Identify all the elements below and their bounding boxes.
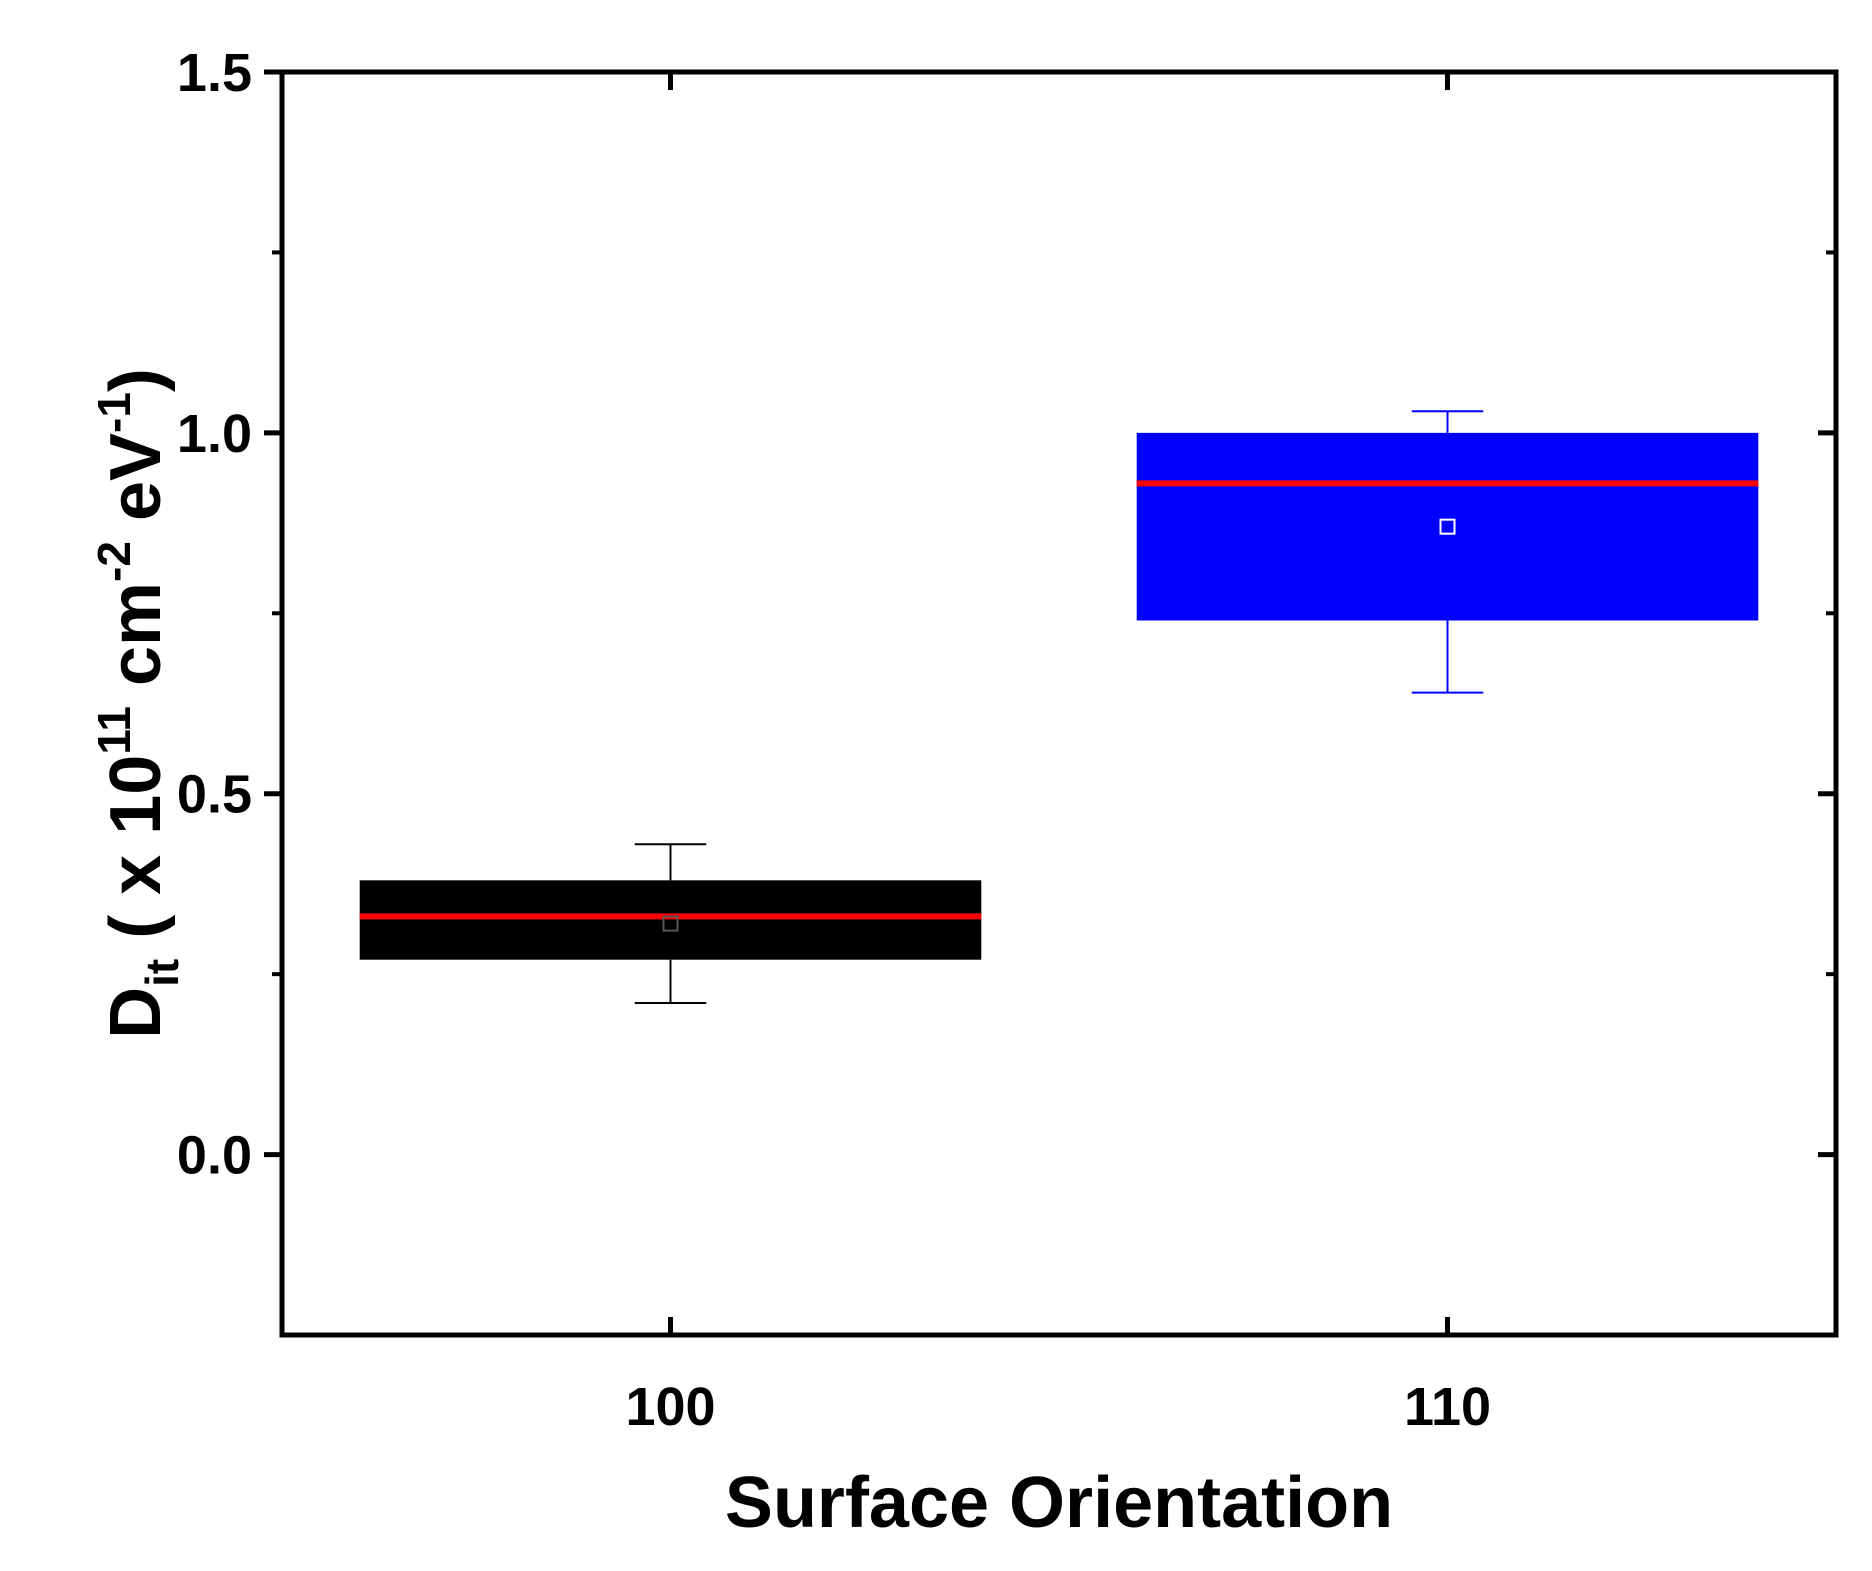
x-tick-label-100: 100 [625, 1377, 715, 1437]
y-tick-label: 1.5 [177, 43, 252, 103]
y-title-part: -2 [88, 541, 140, 582]
y-title-part: ( x 10 [96, 755, 176, 959]
y-title-part: ) [96, 368, 176, 392]
box-110 [1136, 432, 1759, 621]
y-axis-title: Dit ( x 1011 cm-2 eV-1) [88, 368, 188, 1039]
x-axis-title: Surface Orientation [725, 1463, 1393, 1543]
boxes-layer [359, 410, 1759, 1005]
mean-marker-100 [662, 915, 679, 932]
y-tick-label: 0.0 [177, 1126, 252, 1186]
y-title-part: 11 [88, 706, 140, 755]
x-tick-label-110: 110 [1404, 1377, 1491, 1437]
ticks-layer [264, 69, 1836, 1335]
box-100 [359, 880, 982, 960]
plot-frame [279, 69, 1839, 1338]
y-title-part: -1 [88, 392, 140, 433]
y-title-part: D [96, 987, 176, 1039]
y-title-part: it [136, 959, 188, 987]
y-title-part: cm [96, 582, 176, 706]
y-tick-label: 1.0 [177, 404, 252, 464]
labels-layer: 0.0 0.5 1.0 1.5 100 110 [177, 43, 1491, 1437]
y-title-part: eV [96, 433, 176, 541]
mean-marker-110 [1439, 518, 1456, 535]
y-tick-label: 0.5 [177, 765, 252, 825]
